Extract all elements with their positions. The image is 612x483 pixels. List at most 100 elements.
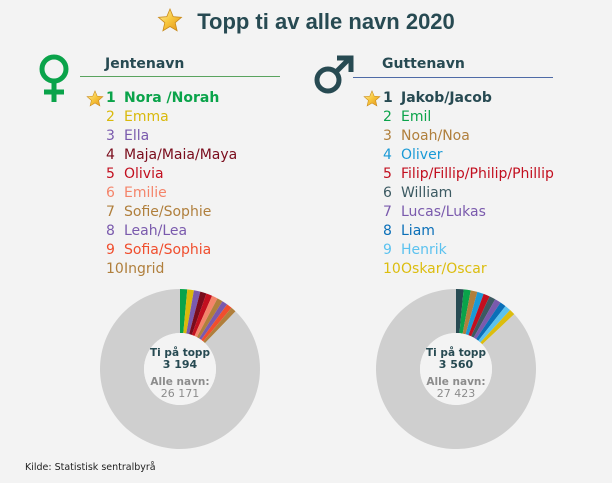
donut-slice: [480, 310, 515, 345]
donut-slice: [203, 307, 236, 344]
donut-slice: [471, 296, 496, 338]
star-icon: [363, 90, 381, 113]
name: Ingrid: [124, 261, 165, 277]
list-item: 6 William: [383, 184, 554, 203]
donut-slice: [189, 291, 207, 336]
donut-slice: [462, 290, 478, 335]
female-symbol-icon: [37, 54, 71, 108]
top-value: 3 560: [438, 358, 474, 371]
male-symbol-icon: [313, 54, 355, 100]
girls-divider: [80, 76, 280, 77]
name: Henrik: [401, 242, 447, 258]
donut-slice: [183, 289, 194, 334]
name: William: [401, 185, 453, 201]
list-item: 8 Leah/Lea: [106, 222, 237, 241]
name: Liam: [401, 223, 435, 239]
name: Olivia: [124, 166, 164, 182]
donut-slice: [376, 289, 536, 449]
list-item: 8 Liam: [383, 222, 554, 241]
name: Filip/Fillip/Philip/Phillip: [401, 166, 554, 182]
rank: 2: [106, 109, 115, 125]
name: Emma: [124, 109, 169, 125]
list-item: 1 Jakob/Jacob: [363, 89, 554, 108]
donut-slice: [180, 289, 188, 334]
list-item: 7 Sofie/Sophie: [106, 203, 237, 222]
list-item: 4 Oliver: [383, 146, 554, 165]
rank: 8: [383, 223, 392, 239]
donut-slice: [468, 293, 490, 337]
list-item: 7 Lucas/Lukas: [383, 203, 554, 222]
rank: 9: [383, 242, 392, 258]
rank: 10: [106, 261, 124, 277]
list-item: 6 Emilie: [106, 184, 237, 203]
list-item: 3 Noah/Noa: [383, 127, 554, 146]
all-value: 26 171: [160, 387, 200, 400]
boys-donut-center: Ti på topp 3 560 Alle navn: 27 423: [406, 347, 506, 400]
boys-divider: [353, 77, 553, 78]
all-label: Alle navn:: [426, 376, 486, 388]
rank: 7: [106, 204, 115, 220]
donut-slice: [196, 298, 223, 339]
source-note: Kilde: Statistisk sentralbyrå: [25, 462, 156, 473]
donut-slice: [476, 302, 506, 341]
rank: 3: [106, 128, 115, 144]
top-value: 3 194: [162, 358, 198, 371]
title-text: Topp ti av alle navn 2020: [197, 9, 455, 34]
rank: 9: [106, 242, 115, 258]
donut-slice: [201, 304, 232, 342]
donut-slice: [465, 291, 484, 336]
name: Lucas/Lukas: [401, 204, 486, 220]
rank: 5: [106, 166, 115, 182]
donut-slice: [459, 289, 471, 334]
list-item: 2 Emil: [383, 108, 554, 127]
rank: 1: [106, 90, 116, 106]
rank: 2: [383, 109, 392, 125]
girls-heading: Jentenavn: [105, 56, 185, 72]
name: Sofie/Sophie: [124, 204, 212, 220]
girls-list: 1 Nora /Norah 2 Emma 3 Ella 4 Maja/Maia/Maya…: [86, 89, 237, 279]
donut-slice: [473, 299, 501, 340]
list-item: 10Ingrid: [106, 260, 237, 279]
boys-donut-chart: [376, 289, 536, 449]
donut-slice: [186, 290, 201, 335]
rank: 1: [383, 90, 393, 106]
top-label: Ti på topp: [150, 347, 210, 359]
rank: 4: [383, 147, 392, 163]
girls-donut-center: Ti på topp 3 194 Alle navn: 26 171: [130, 347, 230, 400]
page-title: Topp ti av alle navn 2020: [0, 7, 612, 38]
name: Oliver: [401, 147, 443, 163]
donut-slice: [100, 289, 260, 449]
name: Jakob/Jacob: [401, 90, 492, 106]
name: Leah/Lea: [124, 223, 188, 239]
all-label: Alle navn:: [150, 376, 210, 388]
rank: 7: [383, 204, 392, 220]
boys-heading: Guttenavn: [382, 56, 465, 72]
boys-list: 1 Jakob/Jacob 2 Emil 3 Noah/Noa 4 Oliver 5 Fi…: [363, 89, 554, 279]
name: Nora /Norah: [124, 90, 220, 106]
name: Ella: [124, 128, 150, 144]
rank: 10: [383, 261, 401, 277]
name: Emil: [401, 109, 432, 125]
name: Noah/Noa: [401, 128, 470, 144]
rank: 6: [106, 185, 115, 201]
top-label: Ti på topp: [426, 347, 486, 359]
list-item: 2 Emma: [106, 108, 237, 127]
list-item: 10Oskar/Oscar: [383, 260, 554, 279]
list-item: 9 Sofia/Sophia: [106, 241, 237, 260]
name: Oskar/Oscar: [401, 261, 487, 277]
girls-donut-chart: [100, 289, 260, 449]
donut-slice: [194, 295, 218, 338]
rank: 3: [383, 128, 392, 144]
star-icon: [86, 90, 104, 113]
list-item: 3 Ella: [106, 127, 237, 146]
rank: 5: [383, 166, 392, 182]
rank: 8: [106, 223, 115, 239]
donut-slice: [191, 293, 213, 337]
list-item: 5 Filip/Fillip/Philip/Phillip: [383, 165, 554, 184]
name: Emilie: [124, 185, 167, 201]
donut-slice: [199, 301, 228, 340]
rank: 4: [106, 147, 115, 163]
star-icon: [157, 7, 183, 38]
donut-slice: [478, 306, 511, 343]
list-item: 4 Maja/Maia/Maya: [106, 146, 237, 165]
